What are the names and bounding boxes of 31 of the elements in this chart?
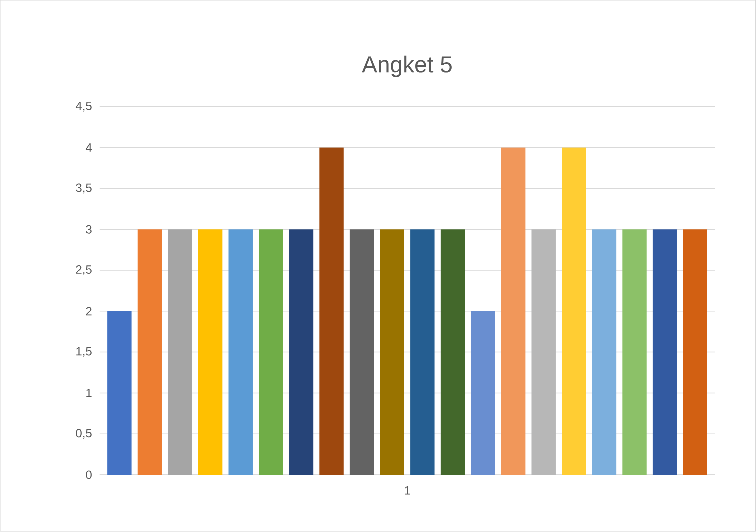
y-tick-label: 4 bbox=[86, 144, 92, 152]
bar bbox=[440, 230, 466, 476]
bar bbox=[592, 230, 617, 476]
y-tick-label: 3,5 bbox=[76, 184, 92, 194]
bar bbox=[289, 230, 314, 476]
bar bbox=[562, 148, 586, 476]
y-tick-label: 0,5 bbox=[76, 429, 92, 440]
y-tick-label: 1 bbox=[86, 389, 92, 398]
bar bbox=[471, 311, 496, 476]
bar bbox=[622, 230, 647, 476]
y-tick-label: 2,5 bbox=[76, 266, 92, 276]
bar bbox=[683, 230, 708, 476]
bar bbox=[501, 148, 526, 476]
y-tick-label: 2 bbox=[86, 307, 92, 316]
bar bbox=[228, 230, 253, 476]
bar bbox=[350, 230, 374, 476]
bar bbox=[380, 230, 404, 476]
bar bbox=[652, 230, 678, 476]
bar bbox=[259, 230, 284, 476]
bar bbox=[532, 230, 556, 476]
y-tick-label: 4,5 bbox=[76, 102, 92, 112]
chart-title: Angket 5 bbox=[362, 56, 452, 78]
bar bbox=[138, 230, 162, 476]
bar bbox=[410, 230, 435, 476]
bar bbox=[320, 148, 344, 476]
bar bbox=[108, 311, 132, 476]
y-tick-label: 3 bbox=[86, 225, 92, 234]
bar bbox=[198, 230, 223, 476]
bar bbox=[168, 230, 192, 476]
y-tick-label: 1,5 bbox=[76, 347, 92, 358]
y-tick-label: 0 bbox=[86, 470, 92, 480]
